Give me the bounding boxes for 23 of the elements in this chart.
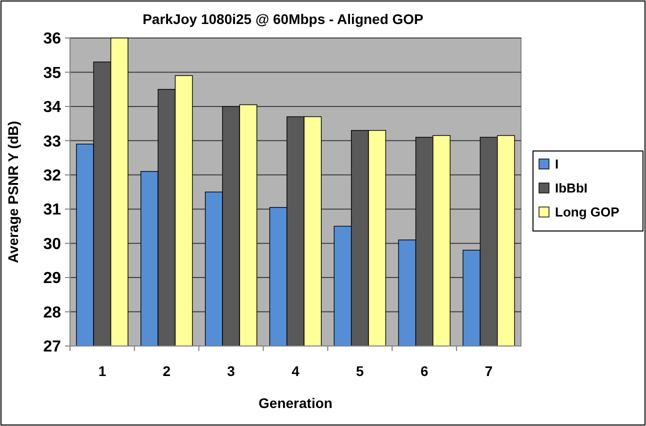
y-tick-label: 33 bbox=[43, 133, 62, 150]
y-tick-label: 32 bbox=[43, 167, 62, 184]
y-tick-label: 36 bbox=[43, 30, 62, 48]
x-axis-title: Generation bbox=[258, 395, 332, 411]
x-tick-label: 1 bbox=[98, 363, 106, 379]
y-tick-label: 30 bbox=[43, 236, 62, 253]
legend-label: IbBbI bbox=[555, 180, 588, 196]
legend-label: Long GOP bbox=[555, 204, 620, 220]
x-tick-label: 7 bbox=[484, 363, 493, 379]
y-tick-label: 29 bbox=[43, 270, 62, 288]
x-tick-label: 3 bbox=[227, 363, 236, 379]
legend-label: I bbox=[555, 156, 559, 172]
x-tick-label: 2 bbox=[162, 363, 171, 379]
y-tick-label: 34 bbox=[43, 99, 62, 116]
y-tick-label: 35 bbox=[43, 64, 62, 82]
chart-title: ParkJoy 1080i25 @ 60Mbps - Aligned GOP bbox=[142, 11, 424, 27]
y-axis-title: Average PSNR Y (dB) bbox=[5, 120, 21, 264]
x-tick-label: 5 bbox=[356, 363, 364, 379]
x-tick-label: 4 bbox=[292, 363, 300, 379]
y-tick-label: 31 bbox=[43, 202, 62, 219]
y-tick-label: 27 bbox=[43, 338, 62, 356]
y-tick-label: 28 bbox=[43, 304, 62, 322]
x-tick-label: 6 bbox=[420, 363, 428, 379]
